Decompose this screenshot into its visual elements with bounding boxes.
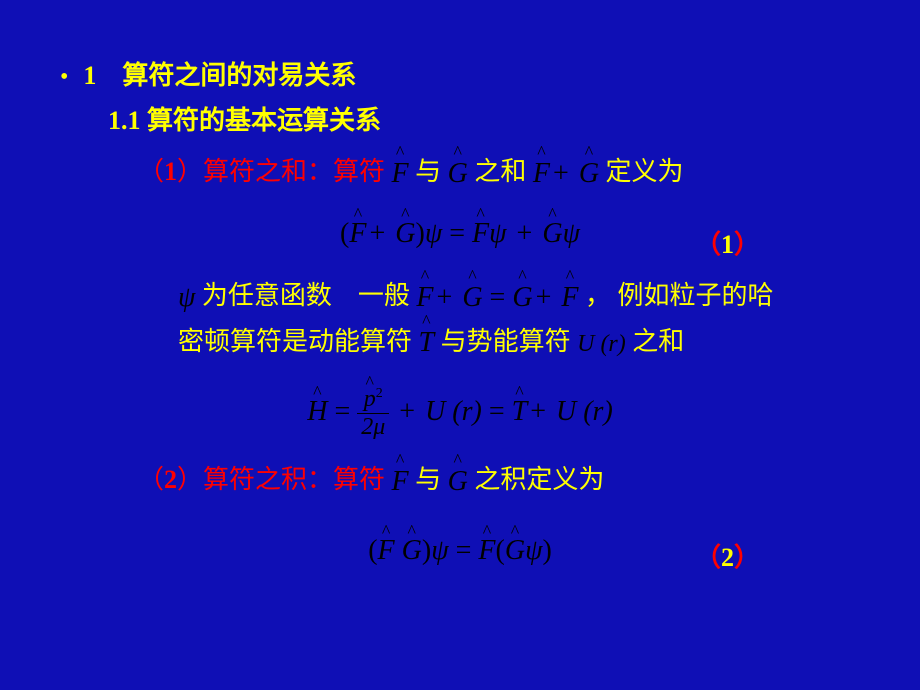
eq3-F1: F [378, 535, 395, 567]
eqH-H: H [307, 396, 327, 428]
item2-line: （2）算符之积：算符 F 与 G 之积定义为 [138, 459, 890, 504]
item1-mid2: 之和 [474, 157, 526, 186]
eq1-plus2: + [517, 218, 540, 249]
slide-content: • 1 算符之间的对易关系 1.1 算符的基本运算关系 （1）算符之和：算符 F… [0, 0, 920, 609]
Ur-inline: U (r) [577, 325, 626, 363]
bullet-icon: • [60, 64, 68, 91]
math-G2: G [448, 460, 468, 505]
eqH-T: T [512, 396, 528, 428]
text1b: ， 例如粒子的哈 [585, 281, 774, 310]
item1-open: （1）算符之和：算符 [138, 157, 385, 186]
eq1-F: F [349, 218, 366, 250]
text2: 密顿算符是动能算符 [178, 327, 412, 356]
eq3-lp2: ( [496, 535, 505, 566]
item1-end: 定义为 [606, 157, 684, 186]
item2-end: 之积定义为 [474, 465, 604, 494]
eq3-rp2: ) [542, 535, 551, 566]
math-F2: F [392, 460, 409, 505]
eqH-frac: p2 2μ [357, 386, 389, 441]
math-F1: F [392, 152, 409, 197]
item1-mid: 与 [415, 157, 441, 186]
eq1-psi2: ψ [489, 218, 506, 249]
eqH-eq2: = [489, 396, 512, 427]
eq1-lp: ( [340, 218, 349, 249]
eq3-psi1: ψ [431, 535, 448, 566]
eq3-lp: ( [368, 535, 377, 566]
eq3-F2: F [478, 535, 495, 567]
eqH-Ur2: U (r) [556, 396, 613, 427]
item2-open: （2）算符之积：算符 [138, 465, 385, 494]
eqH-Ur1: U (r) [425, 396, 482, 427]
item1-line: （1）算符之和：算符 F 与 G 之和 F+ G 定义为 [138, 151, 890, 196]
eq1-plus1: + [369, 218, 385, 249]
heading1: 1 算符之间的对易关系 [83, 55, 356, 92]
math-G1: G [448, 152, 468, 197]
T-inline: T [419, 321, 435, 366]
text-line-2: 密顿算符是动能算符 T 与势能算符 U (r) 之和 [178, 321, 890, 366]
text2end: 之和 [632, 327, 684, 356]
eqH-eq1: = [334, 396, 357, 427]
equation-2: (F G)ψ = F(Gψ) （2） [30, 535, 890, 567]
eq3-rp: ) [422, 535, 431, 566]
eq1-psi1: ψ [425, 218, 442, 249]
eq1-eq: = [449, 218, 472, 249]
math-FplusG: F+ G [533, 152, 599, 197]
eq3-G2: G [505, 535, 525, 567]
text1a: 为任意函数 一般 [202, 281, 410, 310]
text-line-1: ψ 为任意函数 一般 F+ G = G+ F ， 例如粒子的哈 [178, 275, 890, 320]
psi-inline: ψ [178, 276, 195, 321]
commute-inline: F+ G = G+ F [416, 276, 578, 321]
eq3-G1: G [402, 535, 422, 567]
eq1-number: （1） [695, 224, 760, 261]
eq1-rp: ) [416, 218, 425, 249]
eq1-psi3: ψ [563, 218, 580, 249]
text2mid: 与势能算符 [441, 327, 571, 356]
item2-mid: 与 [415, 465, 441, 494]
heading2: 1.1 算符的基本运算关系 [108, 100, 890, 137]
eq1-G2: G [542, 218, 562, 250]
heading1-line: • 1 算符之间的对易关系 [30, 55, 890, 92]
equation-1: (F+ G)ψ = Fψ + Gψ （1） [30, 218, 890, 250]
eq1-F2: F [472, 218, 489, 250]
eqH-plus1: + [399, 396, 422, 427]
eq3-number: （2） [695, 537, 760, 574]
eq3-psi2: ψ [525, 535, 542, 566]
eq3-eq: = [456, 535, 479, 566]
eq1-G: G [395, 218, 415, 250]
eqH-plus2: + [530, 396, 553, 427]
equation-H: H = p2 2μ + U (r) = T+ U (r) [30, 386, 890, 441]
